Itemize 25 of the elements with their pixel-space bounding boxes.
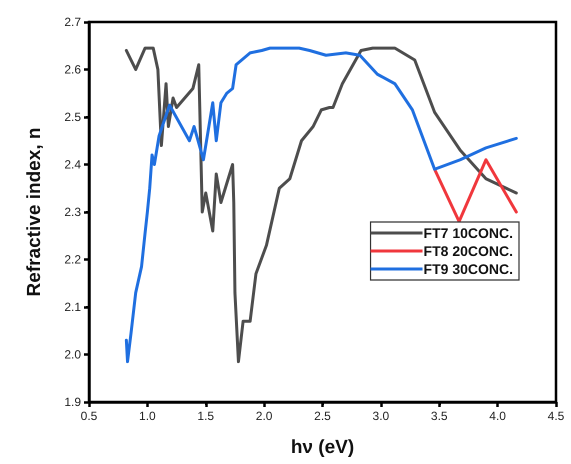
y-tick-label: 2.6 xyxy=(64,62,82,76)
y-axis-title: Refractive index, n xyxy=(24,128,45,296)
x-tick-label: 0.5 xyxy=(80,409,98,423)
y-tick-label: 2.1 xyxy=(64,300,82,314)
x-tick-label: 1.0 xyxy=(139,409,156,423)
y-tick-label: 2.0 xyxy=(64,348,82,362)
y-tick-label: 2.3 xyxy=(64,205,82,219)
x-tick-label: 1.5 xyxy=(197,409,214,423)
x-tick-label: 4.0 xyxy=(489,409,506,423)
y-tick-label: 1.9 xyxy=(64,395,82,409)
x-tick-label: 2.0 xyxy=(256,409,273,423)
legend-label: FT7 10CONC. xyxy=(424,225,514,241)
y-tick-label: 2.5 xyxy=(64,110,82,124)
legend-label: FT9 30CONC. xyxy=(424,261,514,277)
x-axis-title: hν (eV) xyxy=(290,437,354,458)
line-series xyxy=(433,158,518,223)
x-tick-label: 4.5 xyxy=(548,409,565,423)
x-tick-label: 3.5 xyxy=(430,409,448,423)
y-tick-label: 2.7 xyxy=(64,15,82,29)
line-series xyxy=(124,46,518,364)
x-tick-label: 2.5 xyxy=(314,409,332,423)
y-tick-label: 2.2 xyxy=(64,252,82,266)
x-tick-label: 3.0 xyxy=(372,409,390,423)
legend-label: FT8 20CONC. xyxy=(424,243,514,259)
y-tick-label: 2.4 xyxy=(64,158,82,172)
